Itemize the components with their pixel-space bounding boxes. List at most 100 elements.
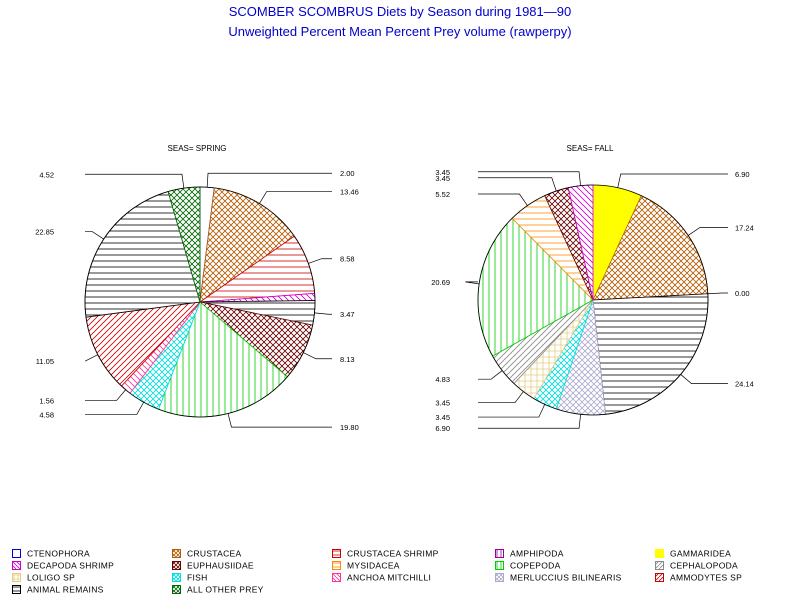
leader-line: [465, 281, 480, 285]
legend-label: ALL OTHER PREY: [187, 584, 264, 595]
chart-title: SCOMBER SCOMBRUS Diets by Season during …: [228, 4, 572, 19]
leader-line: [227, 413, 332, 428]
leader-line: [259, 191, 332, 204]
slice-label: 1.56: [39, 396, 54, 405]
slice-label: 6.90: [435, 424, 450, 433]
legend-item-ammodytes_sp: AMMODYTES SP: [655, 572, 742, 583]
legend-swatch-crustacea: [172, 549, 181, 559]
legend-swatch-decapoda_shrimp: [12, 561, 21, 571]
legend-swatch-amphipoda: [495, 549, 504, 559]
slice-label: 2.00: [340, 169, 355, 178]
legend-label: MERLUCCIUS BILINEARIS: [510, 572, 622, 583]
slice-label: 17.24: [735, 224, 754, 233]
pie-slice-animal_remains: [592, 293, 709, 415]
legend-label: ANIMAL REMAINS: [27, 584, 104, 595]
legend-label: LOLIGO SP: [27, 572, 76, 583]
legend-swatch-ammodytes_sp: [655, 573, 664, 583]
legend-label: AMMODYTES SP: [670, 572, 743, 583]
pie-title: SEAS= SPRING: [168, 144, 227, 153]
slice-label: 8.13: [340, 355, 355, 364]
leader-line: [707, 292, 728, 295]
legend-label: CRUSTACEA: [187, 548, 242, 559]
slice-label: 22.85: [35, 227, 54, 236]
leader-line: [303, 352, 332, 360]
leader-line: [85, 402, 144, 415]
legend-swatch-animal_remains: [12, 585, 21, 595]
leader-line: [478, 177, 557, 192]
legend-label: ANCHOA MITCHILLI: [347, 572, 432, 583]
slice-label: 13.46: [340, 188, 359, 197]
slice-label: 3.45: [435, 174, 450, 183]
legend-label: FISH: [187, 572, 208, 583]
legend-item-loligo_sp: LOLIGO SP: [12, 572, 75, 583]
leader-line: [478, 391, 524, 404]
leader-line: [308, 258, 332, 264]
leader-line: [85, 389, 126, 401]
leader-line: [85, 173, 185, 189]
leader-line: [478, 404, 546, 418]
legend-label: COPEPODA: [510, 560, 561, 571]
leader-line: [478, 171, 581, 186]
slice-label: 4.83: [435, 375, 450, 384]
slice-label: 11.05: [36, 357, 54, 366]
legend-label: DECAPODA SHRIMP: [27, 560, 115, 571]
legend-label: GAMMARIDEA: [670, 548, 732, 559]
legend-item-decapoda_shrimp: DECAPODA SHRIMP: [12, 560, 114, 571]
leader-line: [85, 231, 104, 240]
legend-item-crustacea: CRUSTACEA: [172, 548, 242, 559]
leader-line: [687, 227, 728, 236]
chart-subtitle: Unweighted Percent Mean Percent Prey vol…: [228, 24, 572, 39]
pie-0: SEAS= SPRING 2.00 13.46 8.58 3.47 8.13 19.80 4.…: [35, 144, 359, 432]
leader-line: [478, 370, 503, 380]
legend-item-animal_remains: ANIMAL REMAINS: [12, 584, 104, 595]
legend-label: CRUSTACEA SHRIMP: [347, 548, 439, 559]
legend-item-gammaridea: GAMMARIDEA: [655, 548, 731, 559]
legend-item-all_other_prey: ALL OTHER PREY: [172, 584, 264, 595]
legend-swatch-merluccius_bilinearis: [495, 573, 504, 583]
leader-line: [206, 172, 332, 188]
legend-item-amphipoda: AMPHIPODA: [495, 548, 564, 559]
legend-swatch-copepoda: [495, 561, 504, 571]
slice-label: 4.58: [39, 410, 54, 419]
legend-item-fish: FISH: [172, 572, 208, 583]
legend-item-crustacea_shrimp: CRUSTACEA SHRIMP: [332, 548, 439, 559]
legend-swatch-cephalopoda: [655, 561, 664, 571]
legend-label: EUPHAUSIIDAE: [187, 560, 254, 571]
slice-label: 3.45: [435, 399, 450, 408]
slice-label: 8.58: [340, 255, 355, 264]
slice-label: 0.00: [735, 289, 750, 298]
leader-line: [680, 374, 728, 384]
slice-label: 20.69: [431, 278, 450, 287]
leader-line: [478, 193, 528, 206]
legend-swatch-mysidacea: [332, 561, 341, 571]
leader-line: [478, 414, 581, 429]
legend-label: MYSIDACEA: [347, 560, 400, 571]
pie-title: SEAS= FALL: [567, 144, 614, 153]
legend-swatch-gammaridea: [655, 549, 664, 559]
slice-label: 24.14: [735, 379, 754, 388]
legend-swatch-ctenophora: [12, 549, 21, 559]
legend-item-copepoda: COPEPODA: [495, 560, 561, 571]
pie-1: SEAS= FALL6.9017.240.0024.146.903.453.45…: [431, 144, 754, 433]
slice-label: 3.45: [435, 168, 450, 177]
slice-label: 3.45: [435, 413, 450, 422]
legend-label: AMPHIPODA: [510, 548, 564, 559]
legend-label: CEPHALOPODA: [670, 560, 739, 571]
legend-swatch-crustacea_shrimp: [332, 549, 341, 559]
legend-swatch-fish: [172, 573, 181, 583]
leader-line: [314, 312, 332, 315]
legend-item-mysidacea: MYSIDACEA: [332, 560, 400, 571]
legend-item-ctenophora: CTENOPHORA: [12, 548, 90, 559]
slice-label: 5.52: [435, 190, 450, 199]
slice-label: 19.80: [340, 423, 359, 432]
legend-label: CTENOPHORA: [27, 548, 90, 559]
legend-item-euphausiidae: EUPHAUSIIDAE: [172, 560, 254, 571]
slice-label: 3.47: [340, 310, 355, 319]
legend-swatch-anchoa_mitchilli: [332, 573, 341, 583]
slice-label: 4.52: [39, 170, 54, 179]
leader-line: [617, 173, 728, 188]
legend-item-anchoa_mitchilli: ANCHOA MITCHILLI: [332, 572, 431, 583]
legend-item-merluccius_bilinearis: MERLUCCIUS BILINEARIS: [495, 572, 622, 583]
slice-label: 6.90: [735, 170, 750, 179]
